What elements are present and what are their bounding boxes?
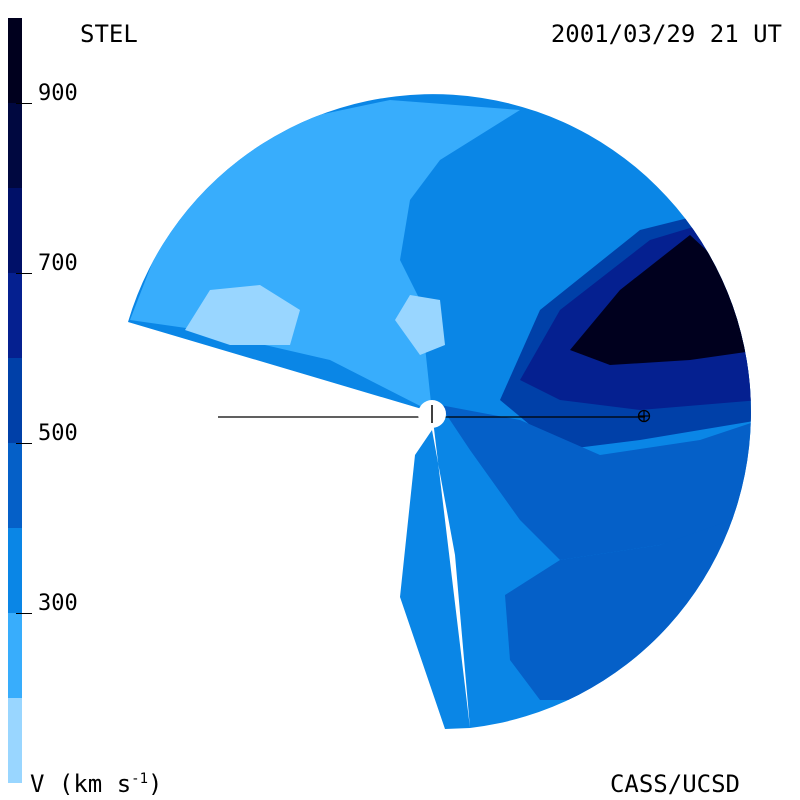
north-west-slowest-patch [185, 285, 300, 345]
colorbar-segment [8, 443, 22, 528]
west-slowest-patch [128, 405, 230, 470]
east-moderate-band [440, 405, 751, 560]
colorbar-segment [8, 698, 22, 783]
velocity-colorbar: 300 500 700 900 [8, 18, 78, 783]
colorbar-tick [16, 103, 32, 104]
units-label-main: V (km s [30, 770, 132, 798]
colorbar-segment [8, 188, 22, 273]
colorbar-tick-label: 300 [38, 591, 78, 616]
colorbar-segment [8, 103, 22, 188]
colorbar-tick [16, 443, 32, 444]
colorbar-segment [8, 613, 22, 698]
central-slowest-patch [395, 295, 445, 355]
units-label-close: ) [148, 770, 163, 798]
colorbar-tick [16, 613, 32, 614]
colorbar-segment [8, 528, 22, 613]
colorbar-tick-label: 900 [38, 81, 78, 106]
colorbar-segment [8, 358, 22, 443]
units-label: V (km s-1) [30, 772, 162, 796]
colorbar-segment [8, 18, 22, 103]
colorbar-tick-label: 500 [38, 421, 78, 446]
east-fastest-core [570, 235, 751, 365]
colorbar-segment [8, 273, 22, 358]
observatory-label: STEL [80, 20, 138, 48]
units-label-exponent: -1 [131, 771, 149, 787]
colorbar-tick [16, 273, 32, 274]
colorbar-tick-label: 700 [38, 251, 78, 276]
institution-label: CASS/UCSD [609, 770, 740, 798]
timestamp-label: 2001/03/29 21 UT [550, 20, 782, 48]
